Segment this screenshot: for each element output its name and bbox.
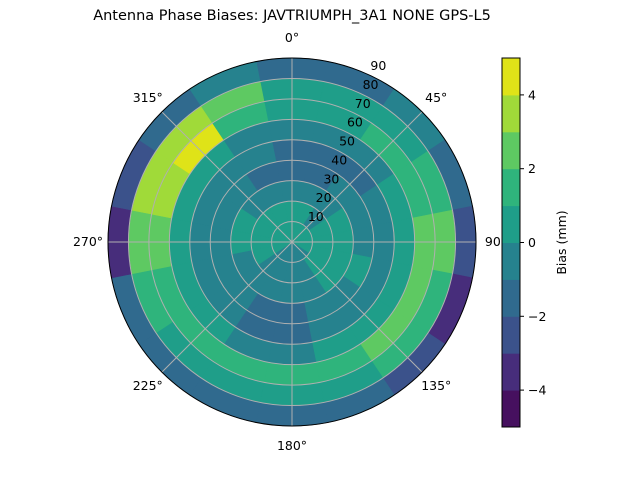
colorbar-tick-label: −4	[528, 383, 546, 398]
theta-tick-label: 315°	[133, 90, 163, 105]
theta-tick-label: 45°	[425, 90, 447, 105]
theta-tick-label: 225°	[133, 378, 163, 393]
r-tick-label: 60	[347, 115, 363, 130]
angular-gridline	[161, 111, 293, 243]
colorbar-tick-label: 4	[528, 87, 536, 102]
colorbar-band	[502, 168, 520, 207]
r-tick-label: 20	[316, 190, 332, 205]
chart-title: Antenna Phase Biases: JAVTRIUMPH_3A1 NON…	[93, 8, 491, 24]
colorbar-band	[502, 205, 520, 243]
colorbar-band	[502, 353, 520, 391]
colorbar-band	[502, 316, 520, 354]
colorbar-band	[502, 279, 520, 317]
angular-gridline	[291, 111, 423, 243]
theta-tick-label: 270°	[73, 234, 103, 249]
theta-tick-label: 0°	[285, 30, 299, 45]
r-tick-label: 10	[308, 209, 324, 224]
r-tick-label: 70	[355, 96, 371, 111]
r-tick-label: 50	[339, 134, 355, 149]
r-tick-label: 30	[323, 171, 339, 186]
theta-tick-label: 180°	[277, 438, 307, 453]
r-tick-label: 90	[370, 58, 386, 73]
colorbar-tick-label: −2	[528, 309, 546, 324]
r-tick-label: 80	[363, 77, 379, 92]
polar-grid	[107, 57, 477, 427]
colorbar-band	[502, 131, 520, 170]
colorbar-band	[502, 242, 520, 280]
polar-frame	[107, 57, 477, 427]
colorbar-tick-label: 0	[528, 235, 536, 250]
colorbar-label: Bias (mm)	[554, 210, 569, 274]
colorbar: −4 −2 0 2 4 Bias (mm)	[501, 57, 569, 428]
colorbar-band	[502, 390, 520, 428]
angular-gridline	[161, 241, 293, 373]
colorbar-band	[502, 94, 520, 133]
colorbar-band	[502, 58, 520, 96]
angular-gridline	[291, 241, 423, 373]
theta-tick-label: 135°	[421, 378, 451, 393]
colorbar-tick-label: 2	[528, 161, 536, 176]
r-tick-label: 40	[331, 152, 347, 167]
